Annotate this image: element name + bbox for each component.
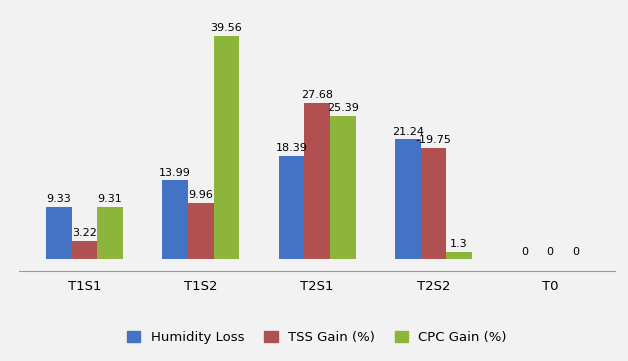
Bar [421,148,447,260]
Bar [72,241,97,260]
Text: 1.3: 1.3 [450,239,468,249]
Legend: Humidity Loss, TSS Gain (%), CPC Gain (%): Humidity Loss, TSS Gain (%), CPC Gain (%… [121,324,514,351]
Text: 9.33: 9.33 [46,194,71,204]
Bar [447,252,472,260]
Text: 39.56: 39.56 [210,23,242,33]
Text: 27.68: 27.68 [301,90,333,100]
Bar [330,116,355,260]
Text: 25.39: 25.39 [327,103,359,113]
Text: 9.96: 9.96 [188,190,213,200]
Bar [163,180,188,260]
Bar [305,103,330,260]
Bar [97,207,122,260]
Text: -19.75: -19.75 [416,135,452,145]
Text: 0: 0 [572,247,579,257]
Text: 3.22: 3.22 [72,229,97,238]
Bar [188,203,214,260]
Text: 0: 0 [521,247,528,257]
Bar [46,207,72,260]
Text: 18.39: 18.39 [276,143,308,153]
Text: 9.31: 9.31 [97,194,122,204]
Bar [279,156,305,260]
Bar [214,36,239,260]
Text: 0: 0 [546,247,553,257]
Text: 13.99: 13.99 [160,168,191,178]
Bar [395,139,421,260]
Text: 21.24: 21.24 [392,127,424,136]
